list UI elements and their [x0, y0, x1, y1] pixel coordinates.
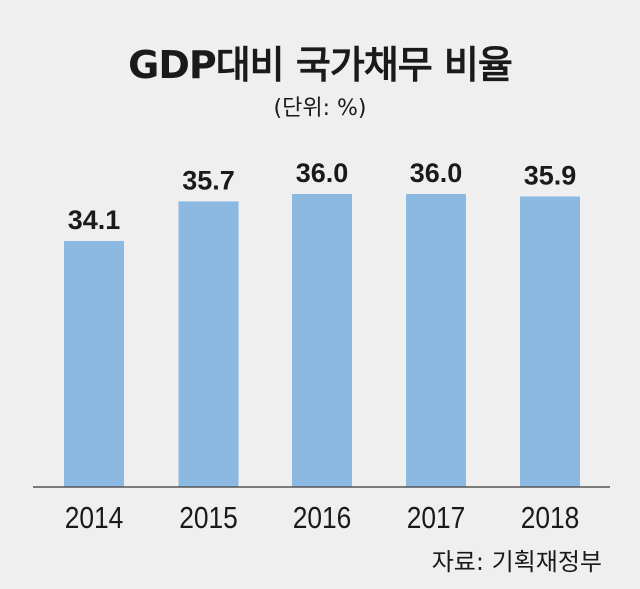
x-tick-label: 2018: [521, 501, 580, 535]
bar-2018: [520, 196, 580, 487]
value-label: 36.0: [296, 158, 349, 188]
source-note: 자료: 기획재정부: [431, 548, 602, 576]
bar-2014: [64, 240, 124, 487]
value-label: 34.1: [68, 205, 121, 235]
value-label: 36.0: [410, 158, 463, 188]
chart-unit-subtitle: (단위: %): [273, 96, 367, 121]
x-tick-label: 2016: [293, 501, 352, 535]
value-label: 35.7: [182, 165, 235, 195]
value-label: 35.9: [524, 160, 577, 190]
bar-2017: [406, 194, 466, 487]
bar-2016: [292, 194, 352, 487]
x-tick-label: 2015: [179, 501, 238, 535]
x-tick-label: 2014: [65, 501, 124, 535]
bar-2015: [178, 201, 239, 487]
chart-title: GDP대비 국가채무 비율: [128, 43, 513, 87]
x-tick-label: 2017: [407, 501, 466, 535]
